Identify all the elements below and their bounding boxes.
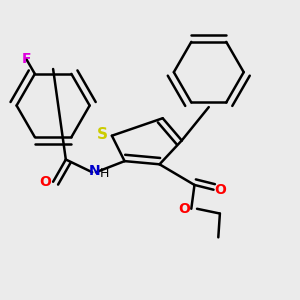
Text: F: F <box>21 52 31 66</box>
Text: H: H <box>99 167 109 180</box>
Text: S: S <box>97 127 108 142</box>
Text: O: O <box>214 183 226 197</box>
Text: O: O <box>39 175 51 189</box>
Text: O: O <box>178 202 190 216</box>
Text: N: N <box>88 164 100 178</box>
